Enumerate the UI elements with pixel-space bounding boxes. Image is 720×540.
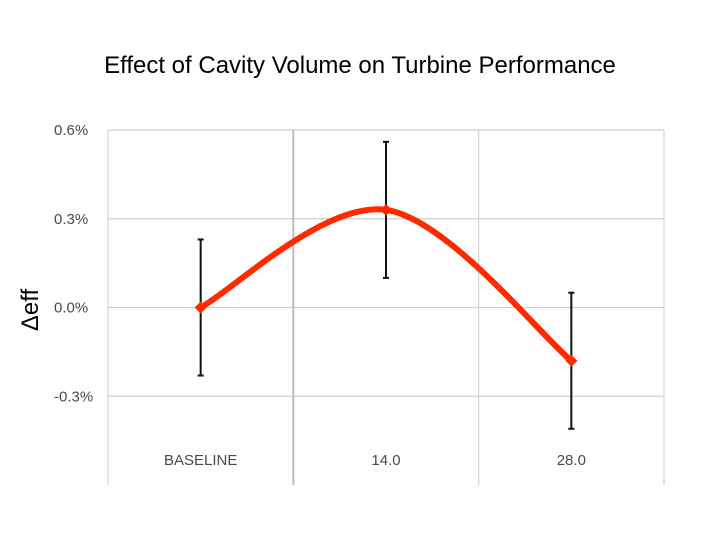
category-label: 14.0 xyxy=(371,452,400,469)
y-tick-label: 0.6% xyxy=(54,122,88,139)
category-labels: BASELINE 14.0 28.0 xyxy=(164,452,586,469)
chart-title: Effect of Cavity Volume on Turbine Perfo… xyxy=(104,52,616,79)
category-label: 28.0 xyxy=(557,452,586,469)
series xyxy=(194,203,578,367)
y-tick-labels: 0.6% 0.3% 0.0% -0.3% xyxy=(54,122,93,405)
data-point xyxy=(565,354,578,367)
y-axis-label: Δeff xyxy=(17,289,44,332)
data-point xyxy=(194,301,207,314)
y-tick-label: 0.0% xyxy=(54,300,88,317)
category-label: BASELINE xyxy=(164,452,237,469)
y-tick-label: -0.3% xyxy=(54,388,93,405)
data-point xyxy=(380,203,392,216)
error-bars xyxy=(197,140,575,430)
y-tick-label: 0.3% xyxy=(54,211,88,228)
